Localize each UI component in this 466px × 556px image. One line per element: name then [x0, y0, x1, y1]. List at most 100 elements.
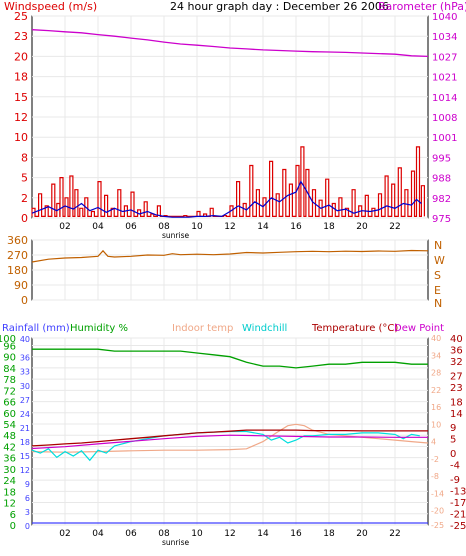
x-tick-label: 04 — [92, 529, 104, 539]
y-right-tick-label-temperature: 5 — [450, 435, 456, 446]
x-tick-label: 06 — [125, 222, 137, 232]
sunrise-label: sunrise — [162, 538, 189, 547]
y-tick-label-rainfall: 0 — [25, 522, 30, 531]
y-right-tick-label-temperature: 14 — [450, 409, 463, 420]
x-tick-label: 20 — [356, 222, 368, 232]
y-tick-label-rainfall: 36 — [20, 354, 30, 363]
x-tick-label: 18 — [323, 222, 335, 232]
y-right-tick-label-temperature: 32 — [450, 357, 463, 368]
y-tick-label: 12 — [14, 111, 28, 124]
y-right-tick-label: 1001 — [432, 133, 457, 144]
y-tick-label-rainfall: 9 — [25, 480, 30, 489]
y-tick-label-rainfall: 6 — [25, 494, 30, 503]
y-tick-label: 0 — [21, 294, 28, 307]
y-tick-label: 90 — [14, 279, 28, 292]
y-tick-label-humidity: 66 — [3, 398, 16, 409]
y-right-tick-label-temperature: -4 — [450, 461, 460, 472]
x-tick-label: 06 — [125, 529, 137, 539]
y-right-tick-label: 982 — [432, 194, 451, 205]
y-right-tick-label-indoor: -20 — [431, 507, 444, 516]
rainfall-label: Rainfall (mm) — [2, 323, 70, 334]
direction-letter-n-bottom: N — [434, 297, 442, 310]
y-tick-label-humidity: 36 — [3, 454, 16, 465]
y-right-tick-label: 995 — [432, 153, 451, 164]
temperature-label: Temperature (°C) — [311, 323, 398, 334]
x-tick-label: 04 — [92, 222, 104, 232]
y-tick-label: 10 — [14, 131, 28, 144]
y-tick-label: 23 — [14, 30, 28, 43]
y-right-tick-label-indoor: 28 — [431, 369, 441, 378]
y-tick-label-humidity: 100 — [0, 334, 16, 345]
y-right-tick-label-indoor: 34 — [431, 351, 441, 360]
y-right-tick-label-indoor: 4 — [431, 438, 436, 447]
y-tick-label-rainfall: 33 — [20, 368, 30, 377]
y-right-tick-label-temperature: -13 — [450, 486, 466, 497]
direction-letter-w: W — [434, 254, 445, 267]
y-right-tick-label: 1008 — [432, 113, 457, 124]
y-tick-label: 18 — [14, 71, 28, 84]
x-tick-label: 08 — [158, 529, 170, 539]
direction-letters: N W S E N — [434, 239, 445, 310]
x-tick-label: 08 — [158, 222, 170, 232]
y-right-tick-label-temperature: 40 — [450, 334, 463, 345]
y-tick-label-humidity: 90 — [3, 353, 16, 364]
y-right-tick-label: 988 — [432, 174, 451, 185]
x-tick-label: 16 — [290, 222, 302, 232]
dewpoint-label: Dew Point — [394, 323, 444, 334]
y-right-tick-label-indoor: 16 — [431, 403, 441, 412]
y-right-tick-label-temperature: 23 — [450, 383, 463, 394]
x-tick-label: 20 — [356, 529, 368, 539]
x-tick-label: 18 — [323, 529, 335, 539]
y-right-tick-label-indoor: -14 — [431, 489, 444, 498]
y-right-tick-label-indoor: 40 — [431, 334, 441, 343]
y-tick-label: 270 — [7, 249, 28, 262]
y-tick-label: 5 — [21, 172, 28, 185]
x-tick-label: 16 — [290, 529, 302, 539]
y-tick-label: 0 — [21, 212, 28, 225]
y-right-tick-label-temperature: -25 — [450, 521, 466, 532]
wind-direction-line — [31, 249, 429, 263]
series-layer — [31, 29, 429, 524]
y-tick-label-rainfall: 18 — [20, 438, 30, 447]
y-tick-label-humidity: 72 — [3, 386, 16, 397]
x-tick-label: 10 — [191, 222, 203, 232]
x-tick-label: 14 — [257, 529, 269, 539]
y-right-tick-label-temperature: 0 — [450, 449, 456, 460]
y-tick-label: 25 — [14, 10, 28, 23]
y-tick-label-humidity: 12 — [3, 499, 16, 510]
x-tick-label: 02 — [59, 222, 70, 232]
x-tick-label: 12 — [224, 529, 235, 539]
direction-letter-n-top: N — [434, 239, 442, 252]
y-tick-label-humidity: 78 — [3, 375, 16, 386]
y-right-tick-label-temperature: -17 — [450, 498, 466, 509]
y-right-tick-label: 1027 — [432, 52, 457, 63]
humidity-line — [32, 348, 428, 369]
windchill-label: Windchill — [242, 323, 287, 334]
y-tick-label: 15 — [14, 91, 28, 104]
y-right-tick-label-temperature: -9 — [450, 475, 460, 486]
y-tick-label-humidity: 84 — [3, 364, 16, 375]
y-tick-label-humidity: 0 — [10, 521, 16, 532]
x-tick-label: 14 — [257, 222, 269, 232]
temperature-line — [31, 429, 428, 447]
wind-average-line — [31, 180, 422, 218]
windspeed-label: Windspeed (m/s) — [4, 0, 97, 13]
y-tick-label-humidity: 60 — [3, 409, 16, 420]
y-tick-label-rainfall: 30 — [20, 382, 30, 391]
y-right-tick-label-temperature: 36 — [450, 346, 463, 357]
y-tick-label-humidity: 96 — [3, 341, 16, 352]
y-tick-label-humidity: 18 — [3, 487, 16, 498]
graph-title: 24 hour graph day : December 26 2006 — [170, 0, 389, 13]
barometer-label: Barometer (hPa) — [378, 0, 466, 13]
y-tick-label: 20 — [14, 50, 28, 63]
y-tick-label-humidity: 48 — [3, 431, 16, 442]
y-tick-label-rainfall: 15 — [20, 452, 30, 461]
y-tick-label: 2 — [21, 192, 28, 205]
y-right-tick-label: 1014 — [432, 93, 457, 104]
x-tick-label: 22 — [389, 222, 400, 232]
y-right-tick-label-indoor: -2 — [431, 455, 439, 464]
y-tick-label: 8 — [21, 151, 28, 164]
x-tick-label: 12 — [224, 222, 235, 232]
